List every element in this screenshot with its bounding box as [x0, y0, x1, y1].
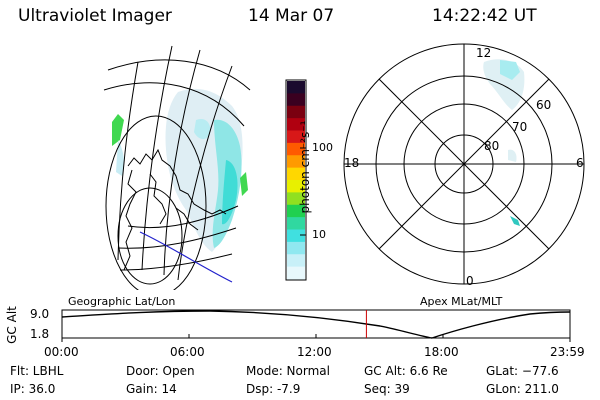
- colorbar-segment: [287, 204, 305, 218]
- status-seq: Seq: 39: [364, 382, 410, 396]
- colorbar-segment: [287, 266, 305, 280]
- status-gc-alt: GC Alt: 6.6 Re: [364, 364, 448, 378]
- geo-emission-region: [112, 88, 248, 252]
- colorbar-segment: [287, 142, 305, 156]
- status-door: Door: Open: [126, 364, 195, 378]
- polar-emission-bright: [500, 60, 520, 80]
- time-label: 14:22:42 UT: [432, 6, 537, 26]
- orbit-altitude-curve: [61, 310, 571, 339]
- colorbar: [285, 79, 307, 281]
- polar-plot: [343, 43, 585, 285]
- colorbar-segment: [287, 81, 305, 94]
- polar-emission-spot: [508, 149, 517, 162]
- status-ip: IP: 36.0: [10, 382, 56, 396]
- polar-emission-dot: [510, 216, 520, 226]
- colorbar-segment: [287, 130, 305, 144]
- colorbar-segment: [287, 155, 305, 169]
- colorbar-tick-10: 10: [312, 228, 326, 241]
- colorbar-segment: [287, 93, 305, 107]
- polar-lat-80: 80: [484, 139, 500, 153]
- colorbar-segment: [287, 105, 305, 119]
- colorbar-unit-label: photon cm⁻²s⁻¹: [298, 120, 312, 214]
- colorbar-segment: [287, 180, 305, 193]
- altitude-plot: [61, 309, 571, 342]
- polar-lat-70: 70: [512, 120, 528, 134]
- status-dsp: Dsp: -7.9: [246, 382, 301, 396]
- colorbar-segment: [287, 167, 305, 181]
- altitude-ylabel: GC Alt: [5, 306, 19, 344]
- altitude-ytick-low: 1.8: [30, 327, 50, 341]
- polar-label-12: 12: [476, 46, 492, 60]
- geo-plot-title: Geographic Lat/Lon: [68, 295, 176, 308]
- colorbar-segment: [287, 118, 305, 132]
- altitude-xtick-4: 23:59: [550, 345, 585, 359]
- status-mode: Mode: Normal: [246, 364, 330, 378]
- geographic-map: [103, 45, 251, 290]
- status-filter: Flt: LBHL: [10, 364, 64, 378]
- polar-label-0: 0: [466, 274, 474, 288]
- colorbar-segment: [287, 254, 305, 268]
- polar-label-18: 18: [344, 156, 360, 170]
- status-gain: Gain: 14: [126, 382, 177, 396]
- altitude-xtick-2: 12:00: [297, 345, 332, 359]
- status-glon: GLon: 211.0: [486, 382, 559, 396]
- colorbar-segment: [287, 229, 305, 243]
- polar-lat-60: 60: [536, 98, 552, 112]
- geo-terminator: [139, 231, 233, 283]
- status-glat: GLat: −77.6: [486, 364, 559, 378]
- instrument-title: Ultraviolet Imager: [18, 6, 172, 26]
- altitude-ytick-high: 9.0: [30, 307, 50, 321]
- altitude-xtick-1: 06:00: [170, 345, 205, 359]
- date-label: 14 Mar 07: [248, 6, 335, 26]
- colorbar-segment: [287, 241, 305, 255]
- altitude-xtick-0: 00:00: [44, 345, 79, 359]
- polar-diagonal-2: [378, 78, 550, 250]
- polar-label-6: 6: [576, 156, 584, 170]
- colorbar-segment: [287, 192, 305, 206]
- polar-plot-title: Apex MLat/MLT: [420, 295, 503, 308]
- colorbar-segment: [287, 217, 305, 231]
- altitude-xtick-3: 18:00: [424, 345, 459, 359]
- colorbar-tick-100: 100: [312, 141, 333, 154]
